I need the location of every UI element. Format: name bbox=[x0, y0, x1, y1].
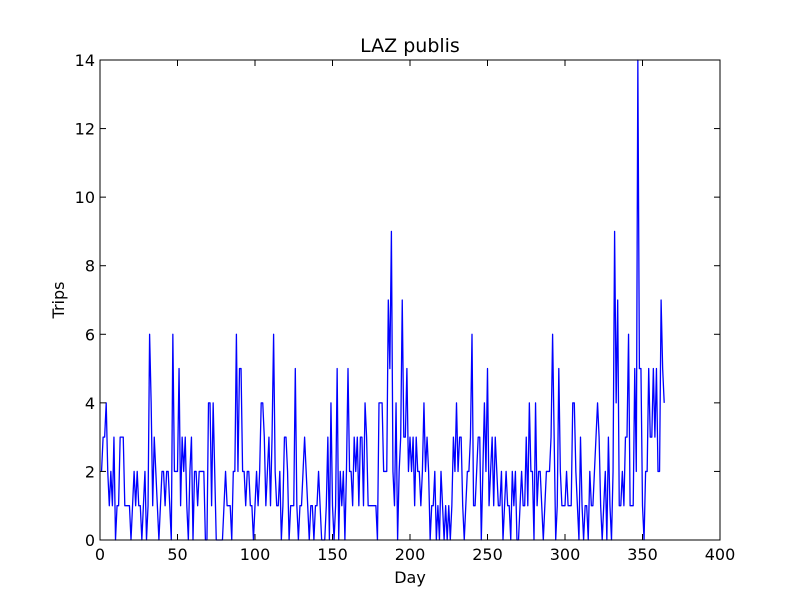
x-tick-label: 350 bbox=[627, 545, 658, 564]
x-tick-label: 300 bbox=[550, 545, 581, 564]
x-tick-label: 200 bbox=[395, 545, 426, 564]
series-line bbox=[100, 59, 665, 541]
y-tick-label: 8 bbox=[85, 257, 95, 276]
x-tick-label: 400 bbox=[705, 545, 736, 564]
tick-labels-layer: 0 50 100 150 200 250 300 350 400 0 2 4 6 8 10 12 14 bbox=[75, 51, 736, 564]
ticks-layer bbox=[99, 59, 721, 541]
x-tick-label: 0 bbox=[95, 545, 105, 564]
x-tick-label: 100 bbox=[240, 545, 271, 564]
series-layer bbox=[100, 59, 665, 541]
x-tick-label: 150 bbox=[317, 545, 348, 564]
y-axis-label: Trips bbox=[49, 282, 68, 320]
plot-frame bbox=[99, 59, 721, 541]
y-tick-label: 14 bbox=[75, 51, 95, 70]
x-tick-label: 50 bbox=[167, 545, 187, 564]
x-axis-label: Day bbox=[394, 568, 426, 587]
x-tick-label: 250 bbox=[472, 545, 503, 564]
y-tick-label: 4 bbox=[85, 394, 95, 413]
y-tick-label: 0 bbox=[85, 531, 95, 550]
y-tick-label: 10 bbox=[75, 188, 95, 207]
y-tick-label: 6 bbox=[85, 325, 95, 344]
y-tick-label: 2 bbox=[85, 462, 95, 481]
chart-title: LAZ publis bbox=[360, 35, 460, 57]
y-tick-label: 12 bbox=[75, 120, 95, 139]
